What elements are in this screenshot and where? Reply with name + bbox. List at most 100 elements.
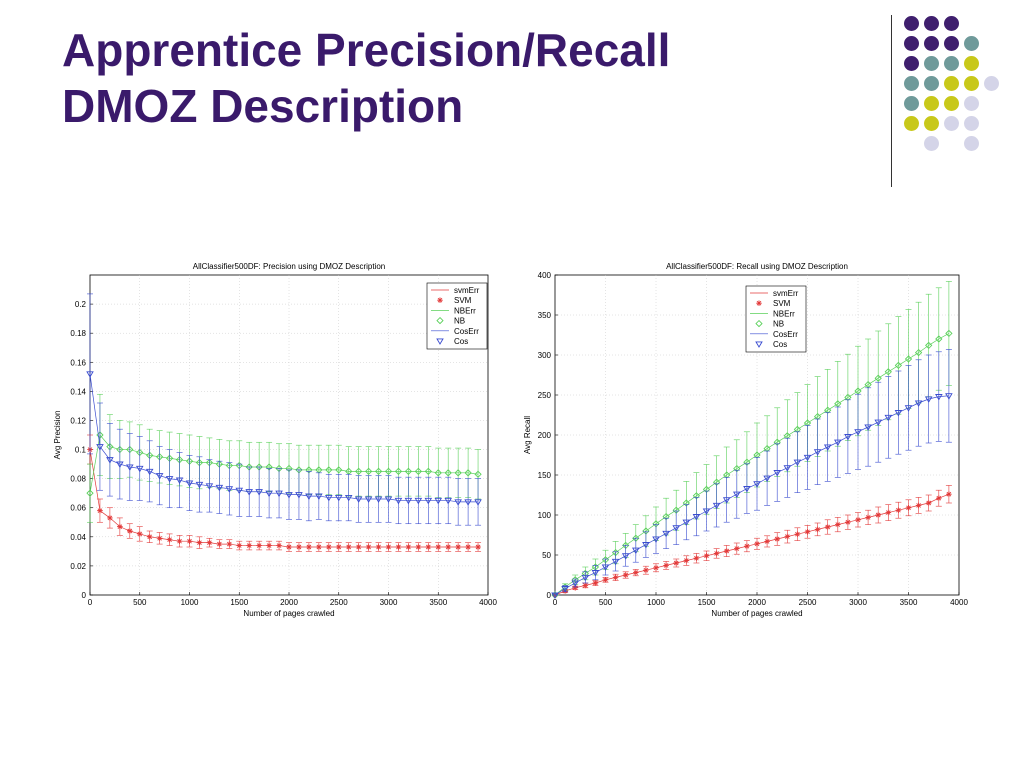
data-point-svm <box>885 509 892 516</box>
data-point-cos <box>682 519 691 527</box>
data-point-cos <box>334 494 343 502</box>
recall-chart: 0 500 1000 1500 2000 2500 3000 3500 4000 0 50 100 15… <box>523 262 968 618</box>
data-point-cos <box>344 494 353 502</box>
decorative-dot <box>964 136 979 151</box>
data-point-nb <box>464 469 472 477</box>
y-tick-label: 0.06 <box>70 504 86 513</box>
series-line-nb <box>89 434 479 494</box>
decorative-dot <box>904 116 919 131</box>
data-point-cos <box>245 489 253 496</box>
data-point-cos <box>924 396 933 403</box>
series-line-cos <box>89 373 479 503</box>
data-point-cos <box>175 477 184 484</box>
data-point-nb <box>86 489 94 497</box>
data-point-svm <box>355 544 362 550</box>
y-tick-label: 0.16 <box>70 358 86 367</box>
y-tick-label: 150 <box>538 471 552 480</box>
chart-title: AllClassifier500DF: Recall using DMOZ De… <box>666 262 848 271</box>
data-point-cos <box>722 497 731 504</box>
data-point-svm <box>744 543 750 549</box>
data-point-cos <box>551 592 559 599</box>
decorative-dot <box>924 56 939 71</box>
series-cos <box>551 349 953 599</box>
y-tick-label: 0.2 <box>75 300 87 309</box>
x-tick-label: 3500 <box>429 598 447 607</box>
data-point-cos <box>434 497 443 505</box>
x-axis-label: Number of pages crawled <box>711 609 802 618</box>
decorative-dot <box>904 56 919 71</box>
data-point-cos <box>844 434 852 441</box>
data-point-svm <box>936 495 942 501</box>
data-point-cos <box>255 489 263 496</box>
data-point-cos <box>601 564 610 571</box>
data-point-nb <box>454 469 462 477</box>
data-point-svm <box>804 529 811 535</box>
x-tick-label: 1000 <box>647 598 665 607</box>
legend-label: NB <box>773 320 784 329</box>
data-point-svm <box>734 545 740 552</box>
data-point-cos <box>935 394 943 401</box>
x-tick-label: 500 <box>599 598 613 607</box>
data-point-nb <box>935 335 943 343</box>
data-point-cos <box>945 393 953 400</box>
legend-label: Cos <box>454 337 468 346</box>
decorative-dot <box>924 136 939 151</box>
data-point-svm <box>186 538 193 544</box>
data-point-cos <box>702 508 711 515</box>
decorative-dot <box>924 96 939 111</box>
x-tick-label: 2000 <box>748 598 766 607</box>
data-point-nb <box>424 467 432 476</box>
y-tick-label: 0.02 <box>70 562 86 571</box>
data-point-cos <box>135 465 144 473</box>
legend-swatch <box>436 316 444 325</box>
legend-label: NB <box>454 317 465 326</box>
legend-label: CosErr <box>773 330 798 339</box>
legend-swatch <box>437 297 443 303</box>
data-point-cos <box>874 419 882 427</box>
data-point-svm <box>296 544 302 550</box>
data-point-svm <box>256 542 262 549</box>
data-point-cos <box>642 542 650 549</box>
legend-label: svmErr <box>454 286 480 295</box>
x-tick-label: 3000 <box>849 598 867 607</box>
data-point-svm <box>107 515 113 521</box>
data-point-svm <box>435 544 442 550</box>
data-point-svm <box>316 544 322 550</box>
data-point-cos <box>106 457 114 464</box>
data-point-cos <box>285 492 293 499</box>
x-tick-label: 0 <box>553 598 558 607</box>
data-point-nb <box>914 348 923 357</box>
decorative-dot <box>904 36 919 51</box>
data-point-nb <box>434 469 442 477</box>
data-point-svm <box>784 533 791 540</box>
decorative-dot <box>924 76 939 91</box>
y-tick-label: 0.14 <box>70 387 86 396</box>
legend-swatch <box>755 319 763 328</box>
data-point-svm <box>946 491 952 497</box>
x-tick-label: 3000 <box>380 598 398 607</box>
data-point-svm <box>663 562 669 569</box>
data-point-svm <box>653 565 659 571</box>
data-point-svm <box>713 550 720 557</box>
y-tick-label: 250 <box>538 391 552 400</box>
y-tick-label: 0.1 <box>75 446 87 455</box>
data-point-svm <box>633 569 639 576</box>
slide-title-line-2: DMOZ Description <box>62 80 464 132</box>
y-tick-label: 350 <box>538 311 552 320</box>
y-tick-label: 0 <box>547 591 552 600</box>
data-point-svm <box>97 507 103 514</box>
data-point-cos <box>155 473 164 480</box>
data-point-cos <box>185 480 194 487</box>
data-point-svm <box>385 544 392 550</box>
data-point-cos <box>295 492 303 499</box>
x-tick-label: 4000 <box>950 598 968 607</box>
data-point-cos <box>571 580 579 587</box>
x-tick-label: 2500 <box>330 598 348 607</box>
data-point-svm <box>286 544 292 550</box>
data-point-svm <box>592 580 599 586</box>
data-point-svm <box>365 544 372 550</box>
data-point-svm <box>266 542 272 549</box>
data-point-svm <box>345 544 352 550</box>
data-point-svm <box>835 521 841 528</box>
decorative-dot <box>944 16 959 31</box>
